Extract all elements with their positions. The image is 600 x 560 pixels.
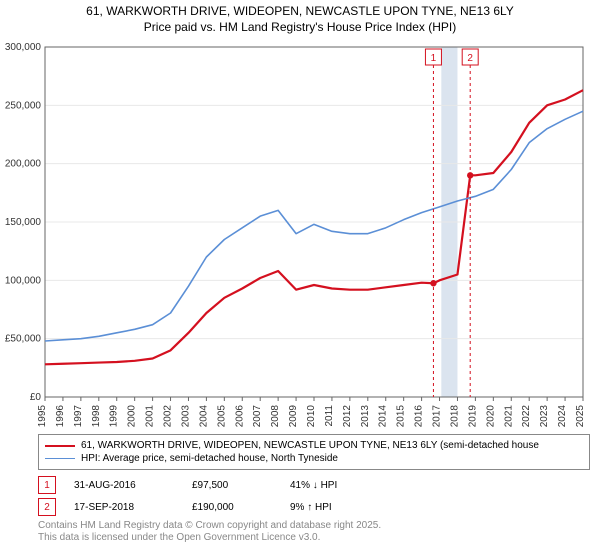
chart-title: 61, WARKWORTH DRIVE, WIDEOPEN, NEWCASTLE…: [0, 0, 600, 37]
svg-text:2025: 2025: [575, 405, 586, 428]
svg-text:2014: 2014: [378, 405, 389, 428]
svg-text:2021: 2021: [503, 405, 514, 428]
tx-date: 31-AUG-2016: [74, 480, 174, 491]
svg-text:2024: 2024: [557, 405, 568, 428]
svg-text:2010: 2010: [306, 405, 317, 428]
svg-text:2020: 2020: [485, 405, 496, 428]
svg-text:£150,000: £150,000: [5, 217, 41, 228]
tx-marker-1: 1: [38, 476, 56, 494]
price-chart: £0 £50,000 £100,000 £150,000 £200,000 £250,00…: [5, 37, 595, 432]
svg-text:1998: 1998: [91, 405, 102, 428]
table-row: 1 31-AUG-2016 £97,500 41% ↓ HPI: [38, 474, 590, 496]
svg-text:2007: 2007: [252, 405, 263, 428]
title-line-1: 61, WARKWORTH DRIVE, WIDEOPEN, NEWCASTLE…: [10, 4, 590, 20]
svg-text:2: 2: [467, 53, 473, 64]
svg-text:2000: 2000: [127, 405, 138, 428]
svg-text:2011: 2011: [324, 405, 335, 427]
svg-text:2003: 2003: [180, 405, 191, 428]
title-line-2: Price paid vs. HM Land Registry's House …: [10, 20, 590, 36]
svg-text:£0: £0: [30, 392, 42, 403]
svg-text:2023: 2023: [539, 405, 550, 428]
legend-item-property: 61, WARKWORTH DRIVE, WIDEOPEN, NEWCASTLE…: [45, 439, 583, 452]
tx-delta: 9% ↑ HPI: [290, 502, 370, 513]
svg-text:1997: 1997: [73, 405, 84, 428]
credits-line-2: This data is licensed under the Open Gov…: [38, 532, 590, 544]
svg-text:2006: 2006: [234, 405, 245, 428]
svg-text:2013: 2013: [360, 405, 371, 428]
svg-text:2012: 2012: [342, 405, 353, 428]
svg-text:£300,000: £300,000: [5, 42, 41, 53]
svg-text:1999: 1999: [109, 405, 120, 428]
legend: 61, WARKWORTH DRIVE, WIDEOPEN, NEWCASTLE…: [38, 434, 590, 470]
svg-text:2015: 2015: [396, 405, 407, 428]
svg-text:2017: 2017: [432, 405, 443, 428]
svg-text:2002: 2002: [163, 405, 174, 428]
legend-label-hpi: HPI: Average price, semi-detached house,…: [81, 453, 338, 464]
credits: Contains HM Land Registry data © Crown c…: [38, 520, 590, 544]
tx-date: 17-SEP-2018: [74, 502, 174, 513]
svg-text:1: 1: [431, 53, 437, 64]
svg-text:2009: 2009: [288, 405, 299, 428]
svg-text:2019: 2019: [467, 405, 478, 428]
svg-text:2016: 2016: [414, 405, 425, 428]
svg-text:2018: 2018: [449, 405, 460, 428]
svg-text:1995: 1995: [37, 405, 48, 428]
tx-price: £190,000: [192, 502, 272, 513]
svg-text:£200,000: £200,000: [5, 159, 41, 170]
tx-marker-2: 2: [38, 498, 56, 516]
svg-text:2022: 2022: [521, 405, 532, 428]
legend-label-property: 61, WARKWORTH DRIVE, WIDEOPEN, NEWCASTLE…: [81, 440, 539, 451]
legend-swatch-hpi: [45, 458, 75, 459]
legend-swatch-property: [45, 445, 75, 447]
legend-item-hpi: HPI: Average price, semi-detached house,…: [45, 452, 583, 465]
svg-text:£50,000: £50,000: [5, 334, 41, 345]
svg-text:2008: 2008: [270, 405, 281, 428]
svg-text:2004: 2004: [198, 405, 209, 428]
svg-text:1996: 1996: [55, 405, 66, 428]
chart-footer: 61, WARKWORTH DRIVE, WIDEOPEN, NEWCASTLE…: [0, 432, 600, 544]
svg-text:£100,000: £100,000: [5, 276, 41, 287]
svg-text:£250,000: £250,000: [5, 101, 41, 112]
tx-price: £97,500: [192, 480, 272, 491]
transactions-table: 1 31-AUG-2016 £97,500 41% ↓ HPI 2 17-SEP…: [38, 474, 590, 518]
tx-delta: 41% ↓ HPI: [290, 480, 370, 491]
svg-text:2001: 2001: [145, 405, 156, 428]
table-row: 2 17-SEP-2018 £190,000 9% ↑ HPI: [38, 496, 590, 518]
credits-line-1: Contains HM Land Registry data © Crown c…: [38, 520, 590, 532]
svg-text:2005: 2005: [216, 405, 227, 428]
